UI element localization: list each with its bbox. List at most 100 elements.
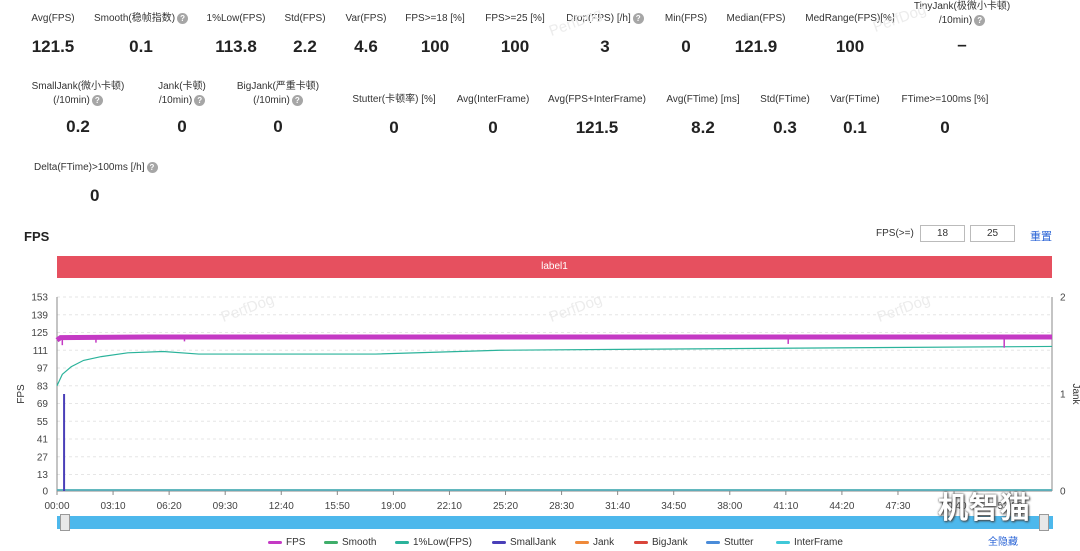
metric-value: 0 bbox=[273, 117, 283, 136]
legend-item-smalljank[interactable]: SmallJank bbox=[492, 536, 556, 550]
legend-label: Jank bbox=[593, 537, 615, 548]
metric-label: Median(FPS) bbox=[726, 13, 786, 24]
metric-std-ftime: Std(FTime) 0.3 bbox=[725, 93, 845, 138]
slider-handle-right[interactable] bbox=[1039, 514, 1049, 531]
x-tick-label: 03:10 bbox=[101, 501, 126, 512]
metric-value: 113.8 bbox=[215, 37, 257, 56]
metric-label: Std(FPS) bbox=[284, 13, 326, 24]
x-tick-label: 22:10 bbox=[437, 501, 462, 512]
metric-var-ftime: Var(FTime) 0.1 bbox=[795, 93, 915, 138]
y-tick-label: 27 bbox=[37, 452, 49, 463]
metric-smalljank: SmallJank(微小卡顿) (/10min)? 0.2 bbox=[18, 80, 138, 137]
y-tick-label: 139 bbox=[31, 310, 48, 321]
y2-axis-title: Jank bbox=[1070, 383, 1080, 405]
metric-value: 0 bbox=[681, 37, 691, 56]
fps-chart-title: FPS bbox=[24, 229, 50, 244]
metric-label-unit: (/10min)? bbox=[218, 94, 338, 108]
metric-tinyjank: TinyJank(极微小卡顿) /10min)? – bbox=[902, 0, 1022, 55]
help-icon[interactable]: ? bbox=[632, 13, 644, 24]
legend-item-bigjank[interactable]: BigJank bbox=[634, 536, 688, 550]
metric-label: Avg(InterFrame) bbox=[456, 94, 530, 105]
legend-label: Stutter bbox=[724, 537, 754, 548]
time-range-slider[interactable] bbox=[57, 516, 1053, 529]
x-tick-label: 06:20 bbox=[157, 501, 182, 512]
fps-threshold-label: FPS(>=) bbox=[876, 228, 914, 239]
metric-delta-ftime: Delta(FTime)>100ms [/h]? 0 bbox=[34, 161, 174, 206]
help-icon[interactable]: ? bbox=[194, 95, 206, 106]
y-axis-title: FPS bbox=[16, 384, 27, 404]
legend-item-stutter[interactable]: Stutter bbox=[706, 536, 753, 550]
slider-handle-left[interactable] bbox=[60, 514, 70, 531]
metric-label: MedRange(FPS)[%] bbox=[805, 13, 895, 24]
legend-item-1-low-fps-[interactable]: 1%Low(FPS) bbox=[395, 536, 472, 550]
y-tick-label: 69 bbox=[37, 399, 49, 410]
metric-value: 100 bbox=[500, 37, 530, 56]
x-tick-label: 15:50 bbox=[325, 501, 350, 512]
metric-value: 100 bbox=[835, 37, 865, 56]
legend-item-jank[interactable]: Jank bbox=[575, 536, 614, 550]
metric-value: 0 bbox=[940, 118, 950, 137]
legend-swatch bbox=[575, 540, 589, 544]
x-tick-label: 41:10 bbox=[773, 501, 798, 512]
series-line-fps bbox=[55, 334, 1052, 343]
x-tick-label: 09:30 bbox=[213, 501, 238, 512]
metric-value: 0 bbox=[90, 186, 100, 205]
metric-value: 121.9 bbox=[734, 37, 778, 56]
help-icon[interactable]: ? bbox=[291, 95, 303, 106]
reset-button[interactable]: 重置 bbox=[1030, 231, 1052, 243]
legend-label: InterFrame bbox=[794, 537, 843, 548]
metric-label: Stutter(卡顿率) [%] bbox=[352, 94, 436, 105]
metric-value: 100 bbox=[420, 37, 450, 56]
metric-jank: Jank(卡顿) /10min)? 0 bbox=[122, 80, 242, 137]
y2-tick-label: 0 bbox=[1060, 487, 1066, 498]
chart-legend: FPS Smooth 1%Low(FPS) SmallJank Jank BigJank S… bbox=[0, 536, 1080, 550]
metric-label: Min(FPS) bbox=[664, 13, 708, 24]
y-tick-label: 0 bbox=[42, 487, 48, 498]
y-tick-label: 13 bbox=[37, 470, 49, 481]
metric-label: FTime>=100ms [%] bbox=[901, 94, 989, 105]
legend-swatch bbox=[634, 540, 648, 544]
legend-label: Smooth bbox=[342, 537, 377, 548]
fps-line-chart[interactable]: 0 13 27 41 55 69 83 97 111 125 139 153 0 1 2 FPS Jank 00:… bbox=[0, 285, 1080, 513]
legend-label: 1%Low(FPS) bbox=[413, 537, 472, 548]
metric-avg-fps-interframe: Avg(FPS+InterFrame) 121.5 bbox=[537, 93, 657, 138]
legend-item-fps[interactable]: FPS bbox=[268, 536, 305, 550]
metric-value: 0 bbox=[488, 118, 498, 137]
metric-label: 1%Low(FPS) bbox=[206, 13, 266, 24]
x-tick-label: 12:40 bbox=[269, 501, 294, 512]
y-tick-label: 41 bbox=[37, 435, 49, 446]
x-tick-label: 19:00 bbox=[381, 501, 406, 512]
x-tick-label: 34:50 bbox=[661, 501, 686, 512]
help-icon[interactable]: ? bbox=[974, 15, 986, 26]
metric-smooth: Smooth(稳帧指数)? 0.1 bbox=[81, 12, 201, 57]
metric-min-fps: Min(FPS) 0 bbox=[626, 12, 746, 57]
metric-value: – bbox=[957, 35, 967, 54]
metric-value: 3 bbox=[600, 37, 610, 56]
metric-value: 0 bbox=[389, 118, 399, 137]
metric-std-fps: Std(FPS) 2.2 bbox=[245, 12, 365, 57]
series-line-1pct-low bbox=[56, 345, 1053, 387]
metric-label: Std(FTime) bbox=[760, 94, 810, 105]
metric-1pct-low: 1%Low(FPS) 113.8 bbox=[176, 12, 296, 57]
help-icon[interactable]: ? bbox=[146, 162, 158, 173]
metric-label: Smooth(稳帧指数)? bbox=[81, 12, 201, 26]
fps-threshold-input-2[interactable]: 25 bbox=[970, 225, 1015, 242]
hide-all-button[interactable]: 全隐藏 bbox=[988, 537, 1018, 548]
legend-swatch bbox=[268, 540, 282, 544]
metric-label: Avg(FPS+InterFrame) bbox=[548, 94, 646, 105]
legend-item-smooth[interactable]: Smooth bbox=[324, 536, 376, 550]
legend-swatch bbox=[324, 540, 338, 544]
y2-tick-label: 1 bbox=[1060, 390, 1066, 401]
help-icon[interactable]: ? bbox=[177, 13, 189, 24]
metric-label-unit: /10min)? bbox=[122, 94, 242, 108]
label-bar[interactable]: label1 bbox=[57, 256, 1052, 278]
metric-value: 121.5 bbox=[575, 118, 619, 137]
metric-label: Delta(FTime)>100ms [/h]? bbox=[34, 161, 174, 175]
legend-item-interframe[interactable]: InterFrame bbox=[776, 536, 843, 550]
x-tick-label: 25:20 bbox=[493, 501, 518, 512]
metric-label-unit: (/10min)? bbox=[18, 94, 138, 108]
metric-label: BigJank(严重卡顿) bbox=[236, 81, 320, 92]
help-icon[interactable]: ? bbox=[91, 95, 103, 106]
x-tick-label: 47:30 bbox=[885, 501, 910, 512]
fps-threshold-input-1[interactable]: 18 bbox=[920, 225, 965, 242]
